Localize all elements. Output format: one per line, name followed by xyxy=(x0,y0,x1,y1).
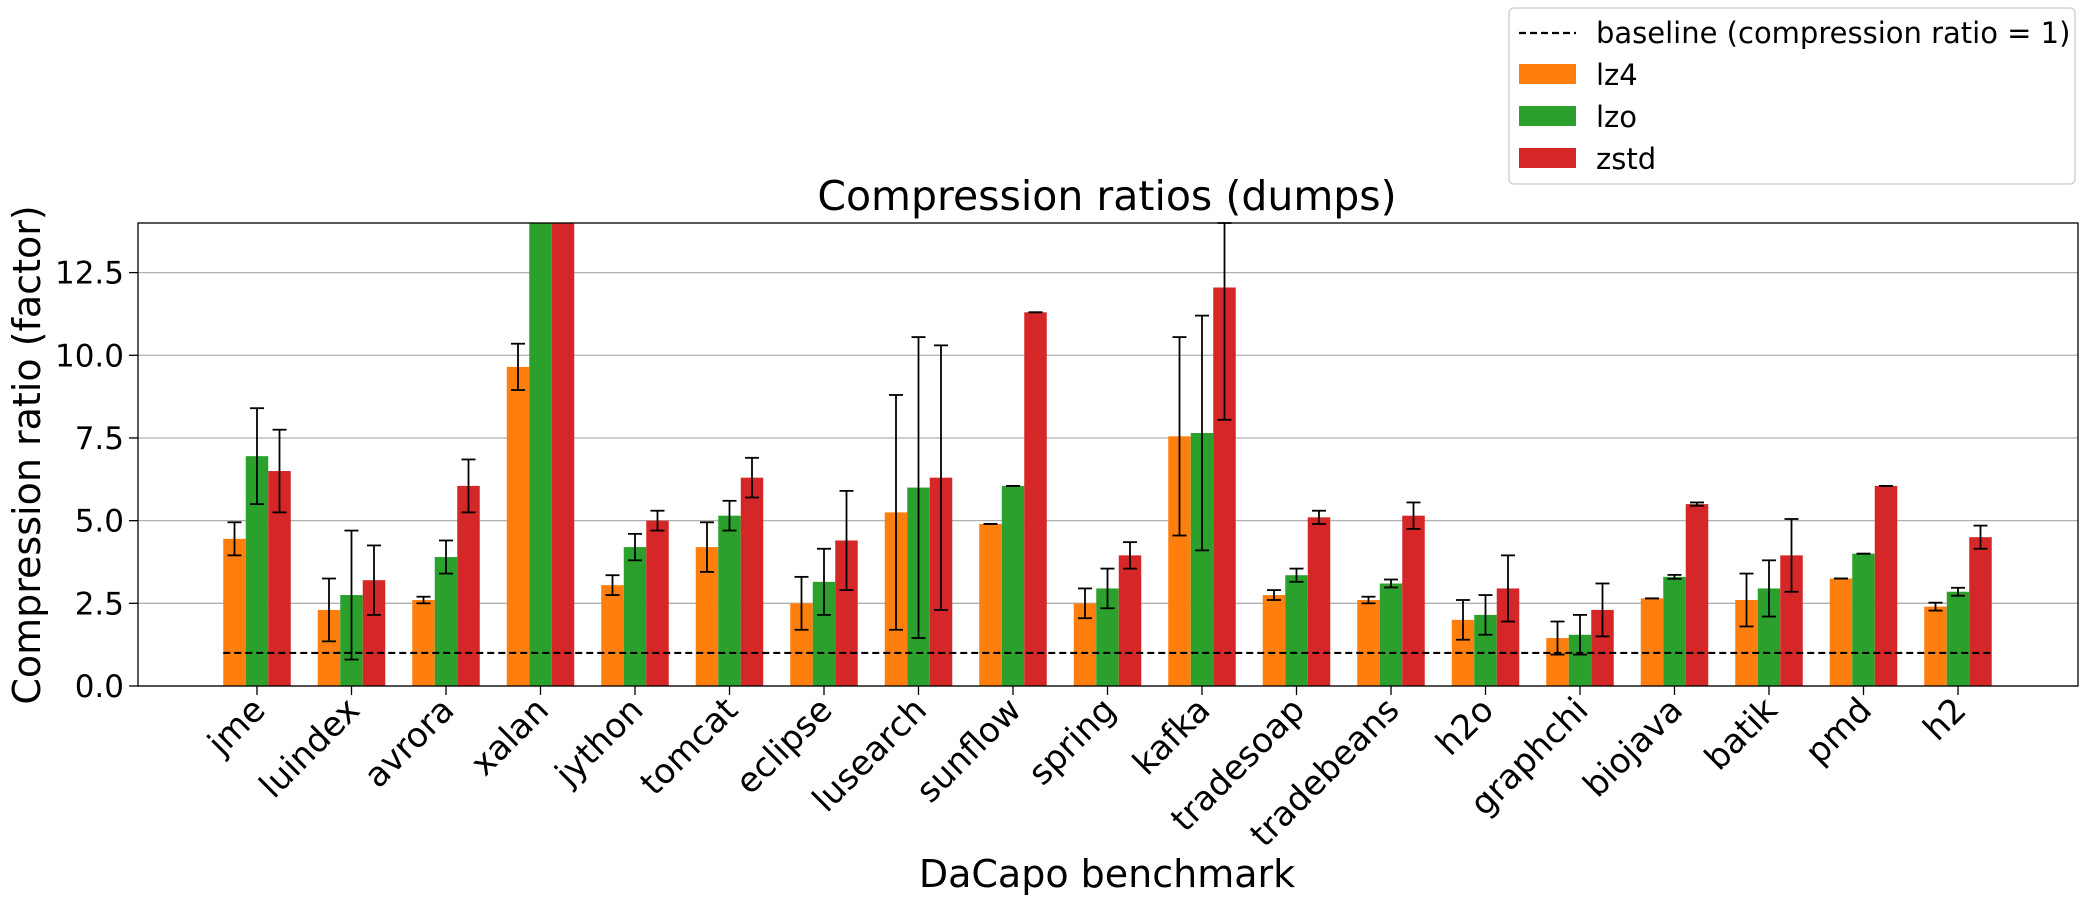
bar-lzo-biojava xyxy=(1663,576,1686,686)
bar-zstd-xalan xyxy=(551,223,575,686)
x-tick-label: avrora xyxy=(356,690,462,796)
bar-lzo-graphchi xyxy=(1568,634,1592,686)
y-tick-label: 12.5 xyxy=(55,256,124,292)
bar-zstd-tradebeans xyxy=(1402,515,1425,686)
x-tick-label: h2 xyxy=(1916,690,1975,749)
bar-zstd-tradesoap xyxy=(1307,517,1331,686)
bar-lz4-jython xyxy=(601,585,624,686)
bar-lz4-avrora xyxy=(412,600,435,686)
chart-title: Compression ratios (dumps) xyxy=(817,172,1396,220)
bar-zstd-tomcat xyxy=(740,477,764,686)
legend: baseline (compression ratio = 1) lz4 lzo… xyxy=(1508,7,2076,185)
bar-lz4-tradebeans xyxy=(1357,600,1380,686)
y-tick-label: 10.0 xyxy=(55,338,124,374)
error-bars xyxy=(227,222,1988,661)
legend-label-lz4: lz4 xyxy=(1596,58,1638,92)
bar-zstd-pmd xyxy=(1874,485,1898,686)
bar-lzo-eclipse xyxy=(812,581,836,686)
bar-zstd-h2 xyxy=(1969,537,1992,686)
x-tick-label: luindex xyxy=(252,690,368,806)
bar-zstd-jython xyxy=(646,520,669,686)
bar-lz4-xalan xyxy=(506,366,530,686)
bar-lz4-jme xyxy=(223,538,246,686)
x-tick-label: h2o xyxy=(1428,690,1502,764)
bar-lz4-batik xyxy=(1735,600,1758,686)
legend-frame xyxy=(1508,7,2076,185)
y-tick-label: 0.0 xyxy=(75,669,124,705)
bar-lz4-tradesoap xyxy=(1262,595,1286,686)
bar-lz4-pmd xyxy=(1829,578,1853,686)
x-tick-label: biojava xyxy=(1576,690,1691,805)
x-tick-label: batik xyxy=(1697,690,1786,779)
x-tick-label: xalan xyxy=(463,690,557,784)
legend-label-zstd: zstd xyxy=(1596,142,1656,176)
bars xyxy=(223,223,1992,686)
bar-lz4-tomcat xyxy=(695,547,719,686)
y-tick-label: 2.5 xyxy=(75,586,124,622)
bar-lz4-h2o xyxy=(1451,619,1475,686)
bar-lzo-h2o xyxy=(1474,614,1497,686)
bar-lzo-kafka xyxy=(1190,433,1214,686)
bar-lzo-spring xyxy=(1096,588,1119,686)
bar-zstd-graphchi xyxy=(1591,609,1614,686)
x-tick-label: pmd xyxy=(1798,690,1880,772)
bar-lz4-spring xyxy=(1073,603,1097,686)
bar-zstd-h2o xyxy=(1496,588,1520,686)
bar-zstd-spring xyxy=(1118,555,1142,686)
bar-lz4-h2 xyxy=(1924,606,1947,686)
bar-zstd-sunflow xyxy=(1024,312,1047,686)
bar-lzo-batik xyxy=(1757,588,1781,686)
bar-lz4-graphchi xyxy=(1546,638,1569,686)
bar-lzo-sunflow xyxy=(1001,485,1025,686)
legend-label-lzo: lzo xyxy=(1596,100,1637,134)
bar-lzo-tradebeans xyxy=(1379,583,1403,686)
bar-lzo-tradesoap xyxy=(1285,575,1308,686)
bar-lz4-kafka xyxy=(1168,436,1191,686)
x-tick-label: spring xyxy=(1021,690,1124,793)
bar-lzo-avrora xyxy=(434,557,458,686)
bar-lzo-jme xyxy=(245,456,269,686)
bar-lzo-tomcat xyxy=(718,515,741,686)
bar-lzo-xalan xyxy=(529,223,552,686)
x-axis-title: DaCapo benchmark xyxy=(919,852,1295,896)
bar-zstd-luindex xyxy=(362,580,386,686)
bar-lz4-eclipse xyxy=(790,603,813,686)
bar-lzo-jython xyxy=(623,547,647,686)
y-axis: 0.0 2.5 5.0 7.5 10.0 12.5 xyxy=(55,256,138,705)
bar-zstd-kafka xyxy=(1213,287,1236,686)
x-tick-label: jme xyxy=(199,690,273,764)
bar-zstd-avrora xyxy=(457,485,480,686)
legend-swatch-lz4 xyxy=(1519,64,1576,84)
y-tick-label: 5.0 xyxy=(75,504,124,540)
x-tick-label: tomcat xyxy=(633,690,746,803)
bar-zstd-jme xyxy=(268,471,291,686)
bar-zstd-biojava xyxy=(1685,504,1709,686)
legend-swatch-zstd xyxy=(1519,148,1576,168)
bar-lz4-sunflow xyxy=(979,523,1002,686)
legend-baseline-label: baseline (compression ratio = 1) xyxy=(1596,16,2070,50)
y-tick-label: 7.5 xyxy=(75,421,124,457)
bar-lz4-luindex xyxy=(317,609,341,686)
y-axis-title: Compression ratio (factor) xyxy=(5,205,49,704)
legend-swatch-lzo xyxy=(1519,106,1576,126)
bar-zstd-eclipse xyxy=(835,540,858,686)
bar-lzo-pmd xyxy=(1852,553,1875,686)
x-tick-label: sunflow xyxy=(909,690,1030,811)
bar-lzo-h2 xyxy=(1946,591,1970,686)
bar-lz4-biojava xyxy=(1640,598,1664,686)
